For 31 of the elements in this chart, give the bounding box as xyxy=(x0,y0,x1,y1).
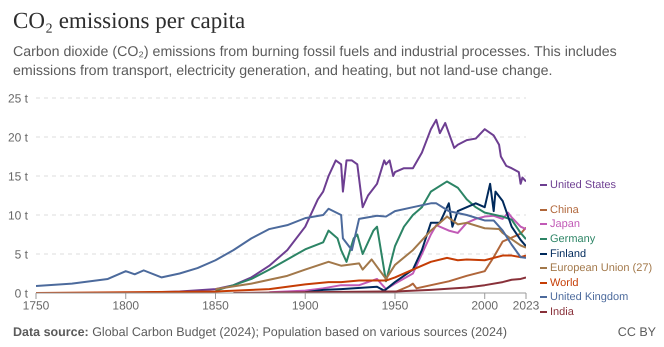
x-tick-label: 1900 xyxy=(292,298,319,313)
source-note: Data source: Global Carbon Budget (2024); Population based on various sources (2024) xyxy=(13,325,508,339)
line-series xyxy=(214,180,526,292)
x-tick-label: 1850 xyxy=(202,298,230,313)
legend-label: China xyxy=(550,204,579,216)
y-tick-label: 15 t xyxy=(8,169,29,184)
line-series xyxy=(36,202,526,287)
y-tick-label: 25 t xyxy=(8,91,29,106)
x-tick-label: 2023 xyxy=(512,298,540,313)
x-tick-label: 2000 xyxy=(471,298,498,313)
legend-label: Japan xyxy=(550,218,580,230)
x-tick-label: 1950 xyxy=(382,298,409,313)
x-tick-label: 1800 xyxy=(112,298,140,313)
legend-label: Finland xyxy=(550,248,586,260)
legend-label: Germany xyxy=(550,233,596,246)
legend-label: United States xyxy=(550,179,616,192)
legend-label: European Union (27) xyxy=(550,262,652,274)
text: CC BY xyxy=(618,325,656,339)
line-series xyxy=(232,276,526,293)
chart-title: CO₂ emissions per capita xyxy=(13,8,246,34)
chart-subtitle: Carbon dioxide (CO₂) emissions from burning fossil fuels and industrial processes. This includes emissions from transport, electricity generation, and heating, but not land-use change. xyxy=(13,43,618,81)
y-tick-label: 0 t xyxy=(14,286,29,300)
y-tick-label: 20 t xyxy=(8,130,29,144)
legend-label: World xyxy=(550,276,579,289)
y-tick-label: 5 t xyxy=(14,247,29,262)
legend-label: India xyxy=(550,306,574,318)
y-tick-label: 10 t xyxy=(8,208,29,222)
line-series xyxy=(214,216,526,290)
line-series xyxy=(268,212,526,293)
x-tick-label: 1750 xyxy=(22,298,50,313)
legend-label: United Kingdom xyxy=(550,291,628,304)
